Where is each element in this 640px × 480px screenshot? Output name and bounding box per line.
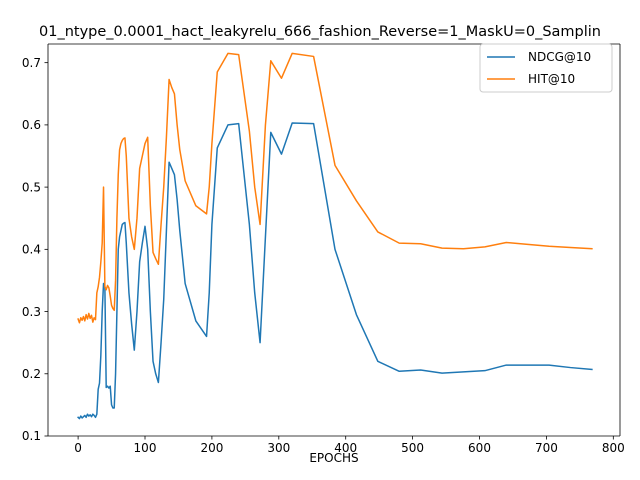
legend-label-ndcg: NDCG@10 [528,50,591,64]
series-layer [77,52,593,420]
y-tick-label: 0.4 [22,243,41,257]
y-tick-label: 0.2 [22,367,41,381]
x-tick-label: 0 [74,441,82,455]
y-tick-label: 0.6 [22,118,41,132]
legend-box [479,43,613,93]
x-tick-label: 800 [602,441,625,455]
y-tick-label: 0.3 [22,305,41,319]
y-tick-label: 0.7 [22,56,41,70]
series-line-ndcg-10 [77,122,593,420]
x-tick-label: 400 [334,441,357,455]
y-axis-ticks: 0.1 0.2 0.3 0.4 0.5 0.6 0.7 [22,56,48,443]
x-tick-label: 200 [200,441,223,455]
y-tick-label: 0.1 [22,429,41,443]
x-tick-label: 500 [401,441,424,455]
x-tick-label: 600 [468,441,491,455]
x-axis-ticks: 0 100 200 300 400 500 600 700 800 [74,436,625,455]
y-tick-label: 0.5 [22,180,41,194]
chart-title: 01_ntype_0.0001_hact_leakyrelu_666_fashi… [39,24,601,40]
x-tick-label: 300 [267,441,290,455]
x-axis-label: EPOCHS [309,451,358,465]
x-tick-label: 100 [134,441,157,455]
x-tick-label: 700 [535,441,558,455]
legend: NDCG@10 HIT@10 [479,43,613,93]
legend-label-hit: HIT@10 [528,72,575,86]
series-line-hit-10 [77,52,593,324]
